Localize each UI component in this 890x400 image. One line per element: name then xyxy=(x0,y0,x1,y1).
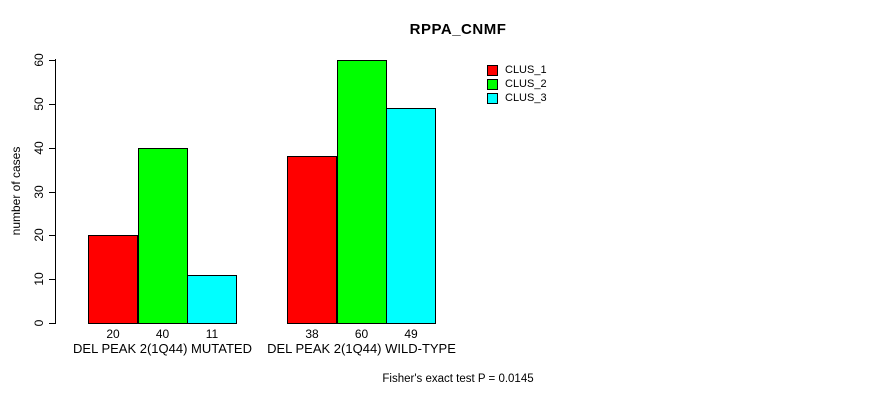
bar-value-label: 38 xyxy=(305,327,319,341)
bar-value-label: 40 xyxy=(155,327,170,341)
bar-value-label: 60 xyxy=(354,327,369,341)
bar-clus_3-group2 xyxy=(386,108,436,324)
category-label-group2: DEL PEAK 2(1Q44) WILD-TYPE xyxy=(267,341,456,356)
y-tick-label: 40 xyxy=(32,140,46,155)
y-tick-label: 30 xyxy=(32,184,46,199)
y-tick-label: 60 xyxy=(32,53,46,67)
legend-item-clus_1: CLUS_1 xyxy=(487,63,547,77)
bar-value-label: 11 xyxy=(205,327,219,341)
y-tick-mark xyxy=(49,279,56,281)
legend-item-clus_3: CLUS_3 xyxy=(487,91,547,105)
legend-swatch-clus_3 xyxy=(487,92,498,104)
y-tick-mark xyxy=(49,147,56,149)
y-tick-mark xyxy=(49,60,56,61)
y-tick-label: 50 xyxy=(32,97,46,111)
legend-item-clus_2: CLUS_2 xyxy=(487,77,547,91)
bar-clus_2-group2 xyxy=(336,60,387,324)
y-tick-label: 20 xyxy=(32,228,46,243)
bar-clus_1-group1 xyxy=(88,235,138,324)
fisher-test-annotation: Fisher's exact test P = 0.0145 xyxy=(382,373,534,385)
y-tick-label: 0 xyxy=(32,319,46,327)
legend-swatch-clus_1 xyxy=(487,64,498,76)
y-tick-label: 10 xyxy=(32,272,46,286)
bar-value-label: 49 xyxy=(404,327,418,341)
category-label-group1: DEL PEAK 2(1Q44) MUTATED xyxy=(73,341,252,356)
y-axis-title: number of cases xyxy=(9,146,23,236)
legend: CLUS_1 CLUS_2 CLUS_3 xyxy=(487,63,547,105)
legend-label: CLUS_2 xyxy=(505,78,547,90)
y-tick-mark xyxy=(49,103,56,105)
bar-clus_2-group1 xyxy=(137,148,188,324)
bar-clus_3-group1 xyxy=(187,275,237,324)
bar-value-label: 20 xyxy=(106,327,120,341)
legend-swatch-clus_2 xyxy=(487,78,498,90)
y-tick-mark xyxy=(49,235,56,237)
chart-title: RPPA_CNMF xyxy=(409,21,507,38)
legend-label: CLUS_1 xyxy=(505,64,547,76)
y-tick-mark xyxy=(49,191,56,193)
bar-clus_1-group2 xyxy=(287,156,337,324)
y-tick-mark xyxy=(49,323,56,324)
legend-label: CLUS_3 xyxy=(505,92,547,104)
